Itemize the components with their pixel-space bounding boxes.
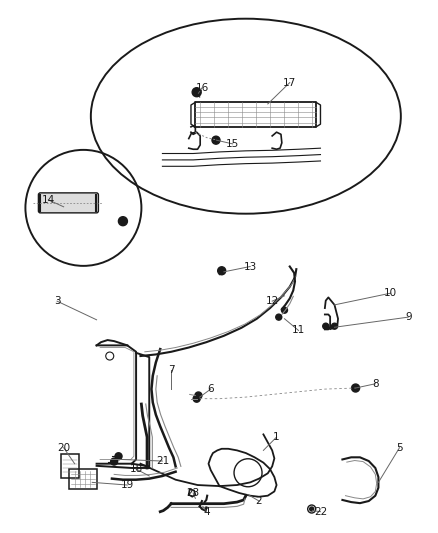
Circle shape (275, 314, 281, 320)
Circle shape (281, 307, 287, 313)
Text: 10: 10 (383, 288, 396, 298)
Text: 8: 8 (371, 379, 378, 389)
Circle shape (118, 217, 127, 225)
Text: 20: 20 (57, 443, 70, 453)
Text: 5: 5 (395, 443, 402, 453)
Text: 23: 23 (186, 488, 199, 498)
Text: 18: 18 (129, 464, 142, 474)
Text: 17: 17 (283, 78, 296, 87)
Text: 19: 19 (120, 480, 134, 490)
Circle shape (309, 507, 313, 511)
Text: 15: 15 (226, 139, 239, 149)
Circle shape (331, 323, 337, 329)
Text: 3: 3 (53, 296, 60, 306)
Circle shape (351, 384, 359, 392)
FancyBboxPatch shape (38, 193, 98, 213)
Text: 12: 12 (265, 296, 278, 306)
Text: 7: 7 (167, 366, 174, 375)
Circle shape (110, 458, 117, 465)
Circle shape (192, 88, 201, 96)
Text: 6: 6 (207, 384, 214, 394)
Circle shape (212, 136, 219, 144)
Text: 4: 4 (202, 507, 209, 516)
Text: 2: 2 (255, 496, 262, 506)
Circle shape (217, 266, 225, 275)
Text: 1: 1 (272, 432, 279, 442)
Text: 21: 21 (155, 456, 169, 466)
Text: 22: 22 (313, 507, 326, 516)
Text: 16: 16 (195, 83, 208, 93)
Circle shape (322, 323, 328, 329)
Text: 13: 13 (243, 262, 256, 271)
Text: 11: 11 (291, 326, 304, 335)
Circle shape (115, 453, 122, 460)
Text: 14: 14 (42, 195, 55, 205)
Circle shape (193, 395, 200, 402)
Text: 9: 9 (404, 312, 411, 322)
Circle shape (194, 392, 201, 399)
